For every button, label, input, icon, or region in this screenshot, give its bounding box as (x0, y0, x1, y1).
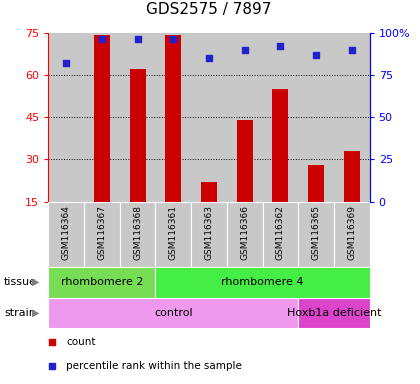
Text: GSM116365: GSM116365 (312, 205, 320, 260)
Bar (236, 120, 253, 202)
Bar (334, 33, 370, 202)
Text: ▶: ▶ (32, 277, 39, 287)
Bar (272, 89, 289, 202)
Bar (48, 298, 298, 328)
Bar (262, 33, 298, 202)
Text: GSM116363: GSM116363 (205, 205, 213, 260)
Point (98, 36, 105, 43)
Bar (155, 202, 191, 267)
Text: count: count (66, 337, 95, 347)
Point (134, 36, 141, 43)
Point (312, 51, 319, 58)
Bar (262, 202, 298, 267)
Text: rhombomere 2: rhombomere 2 (60, 277, 143, 287)
Bar (298, 33, 334, 202)
Bar (227, 33, 262, 202)
Bar (48, 33, 84, 202)
Bar (344, 151, 360, 202)
Text: tissue: tissue (4, 277, 37, 287)
Bar (155, 33, 191, 202)
Text: Hoxb1a deficient: Hoxb1a deficient (286, 308, 381, 318)
Text: GSM116361: GSM116361 (169, 205, 178, 260)
Bar (120, 33, 155, 202)
Point (241, 46, 248, 53)
Text: GSM116368: GSM116368 (133, 205, 142, 260)
Bar (191, 33, 227, 202)
Text: GSM116367: GSM116367 (97, 205, 106, 260)
Bar (84, 202, 120, 267)
Text: rhombomere 4: rhombomere 4 (221, 277, 304, 287)
Bar (298, 298, 370, 328)
Bar (201, 182, 217, 202)
Text: GSM116362: GSM116362 (276, 205, 285, 260)
Text: GSM116369: GSM116369 (347, 205, 356, 260)
Text: GSM116366: GSM116366 (240, 205, 249, 260)
Text: GDS2575 / 7897: GDS2575 / 7897 (146, 2, 272, 17)
Point (235, 35, 242, 41)
Point (170, 36, 177, 43)
Point (277, 43, 284, 49)
Bar (48, 202, 84, 267)
Bar (334, 202, 370, 267)
Bar (308, 165, 324, 202)
Text: percentile rank within the sample: percentile rank within the sample (66, 361, 242, 371)
Bar (191, 202, 227, 267)
Point (235, 253, 242, 260)
Point (206, 55, 212, 61)
Point (63, 60, 70, 66)
Text: control: control (154, 308, 192, 318)
Text: strain: strain (4, 308, 36, 318)
Text: GSM116364: GSM116364 (62, 205, 71, 260)
Bar (298, 202, 334, 267)
Bar (155, 267, 370, 298)
Bar (227, 202, 262, 267)
Bar (48, 267, 155, 298)
Bar (120, 202, 155, 267)
Point (349, 46, 355, 53)
Bar (165, 35, 181, 202)
Bar (84, 33, 120, 202)
Text: ▶: ▶ (32, 308, 39, 318)
Bar (94, 35, 110, 202)
Bar (129, 69, 146, 202)
